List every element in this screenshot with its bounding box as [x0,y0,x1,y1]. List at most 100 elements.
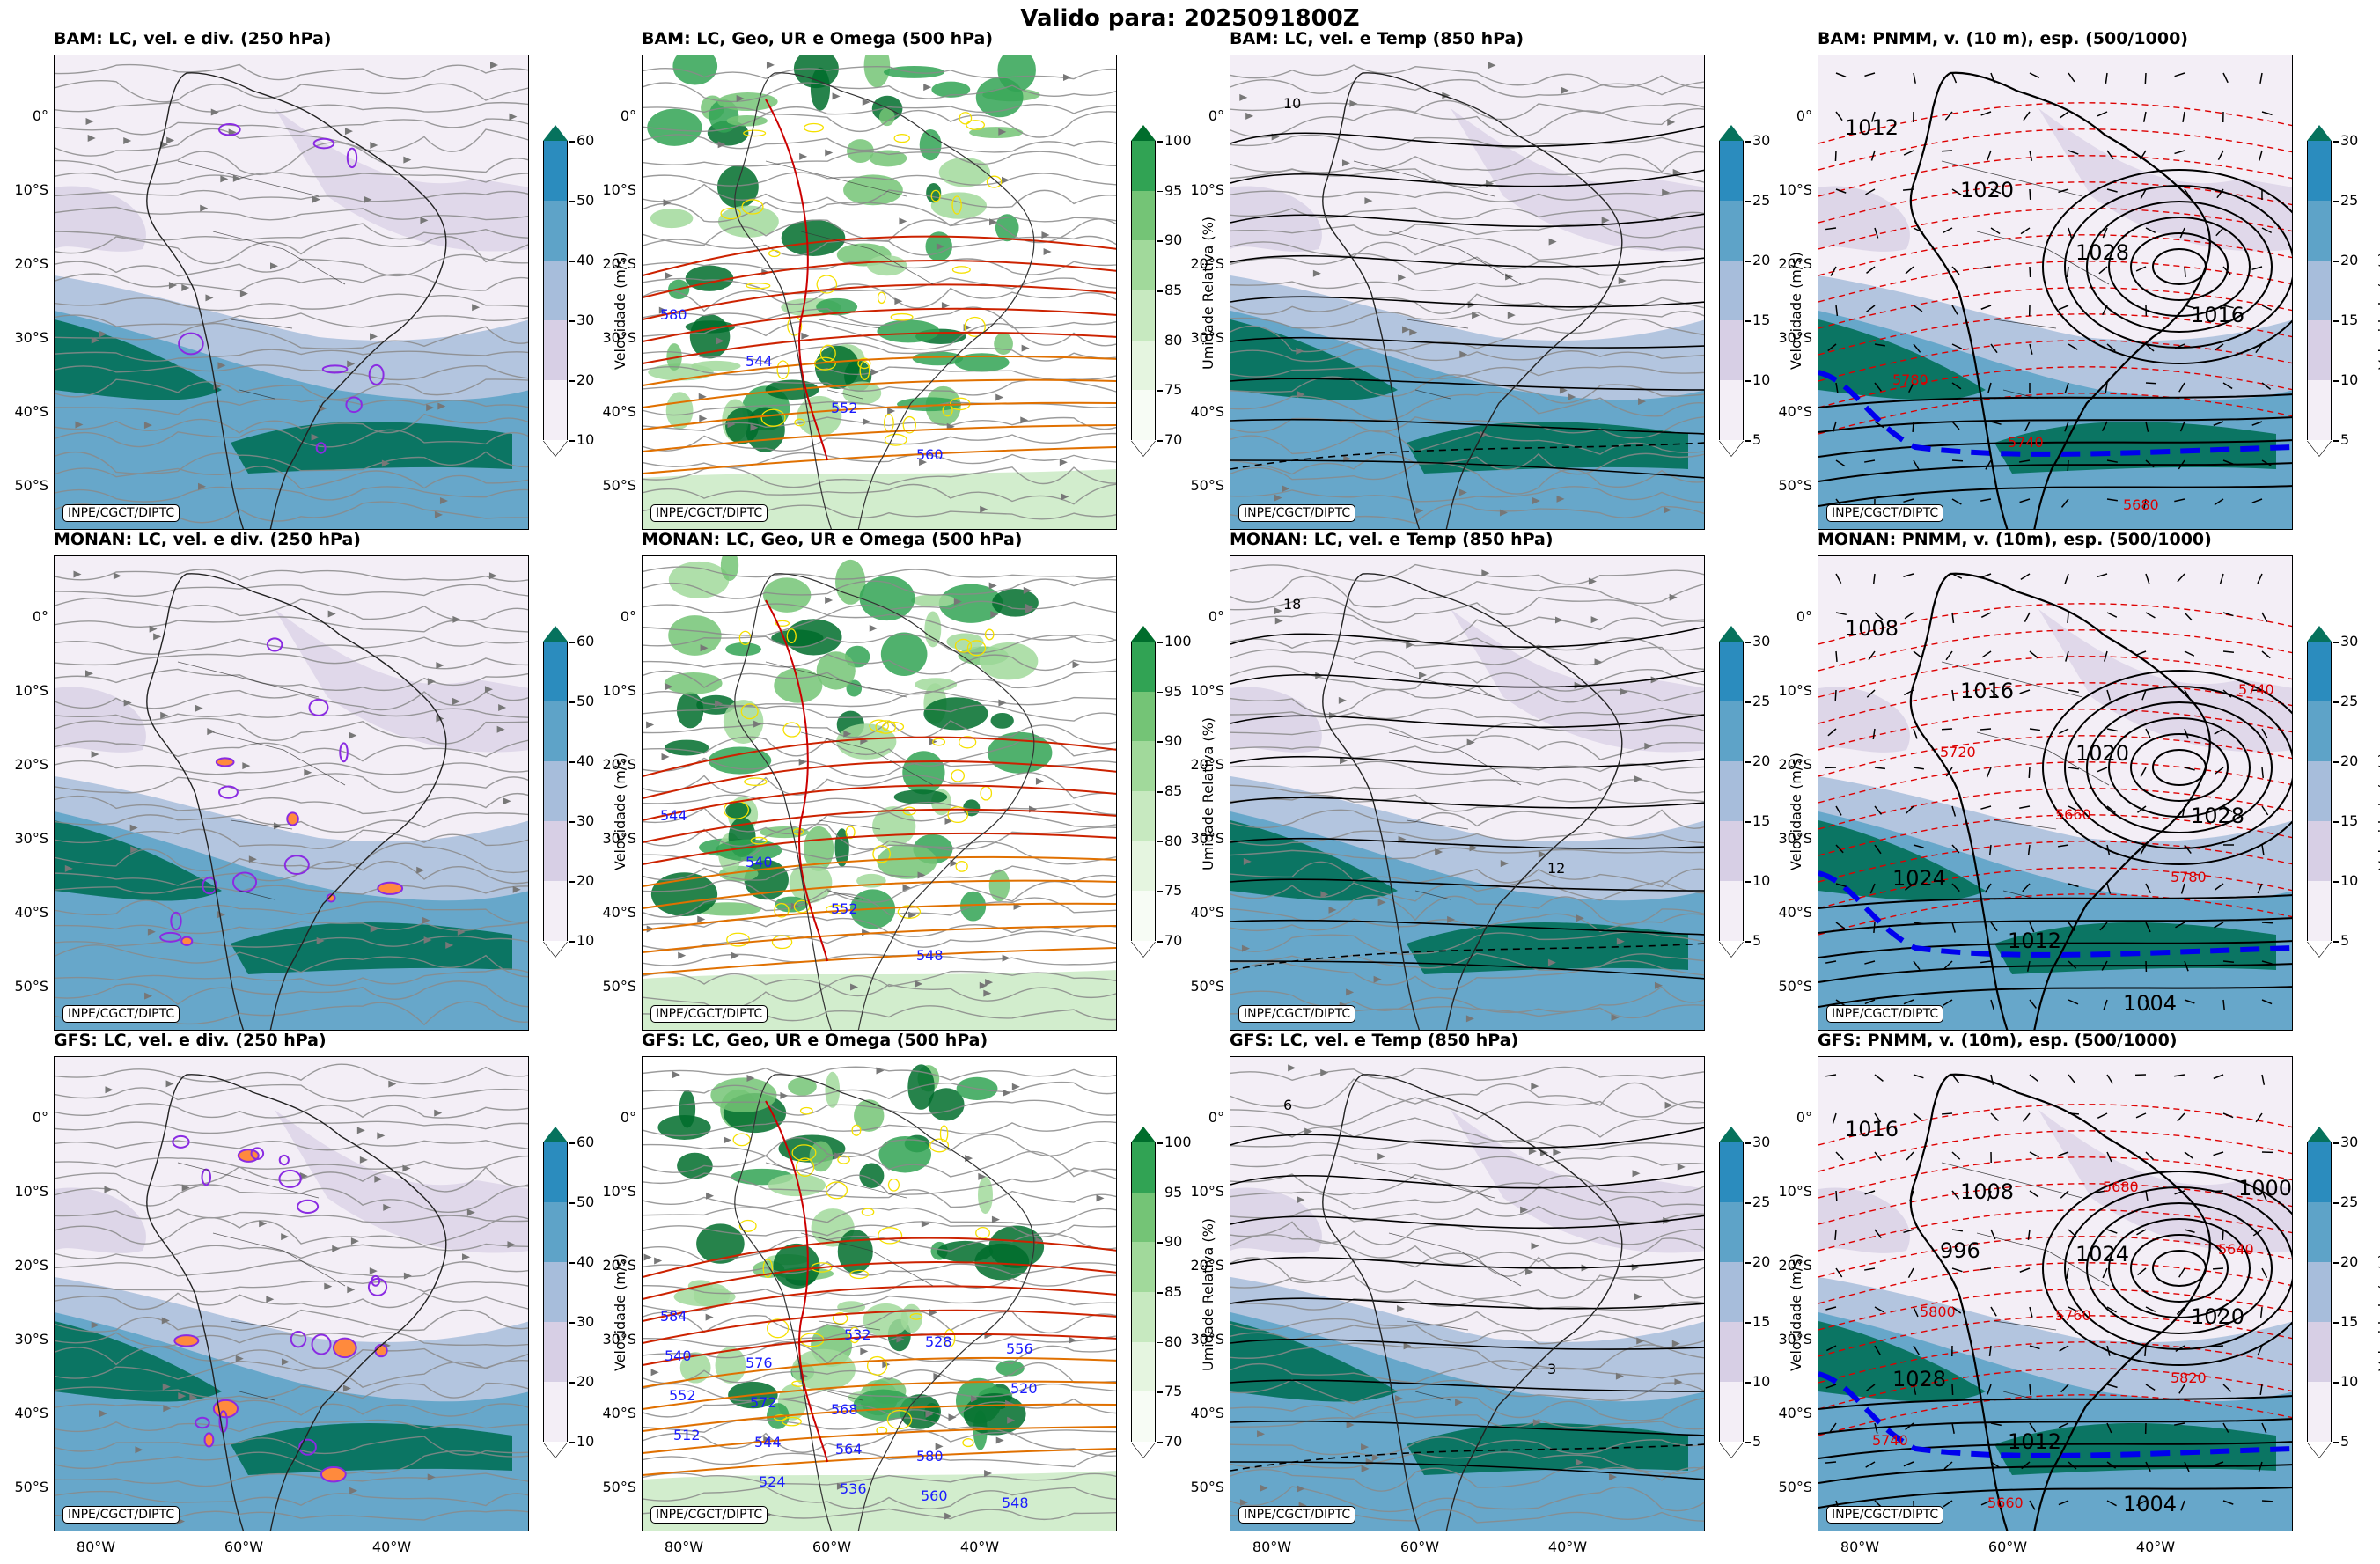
colorbar-tick: 20 [569,872,595,889]
colorbar-segment [543,1322,568,1382]
colorbar-segment [1719,821,1744,881]
map-panel-gfs-wind850[interactable]: 6 3 INPE/CGCT/DIPTC [1230,1056,1705,1531]
colorbar-tick: 30 [1745,633,1771,650]
colorbar-tick: 30 [2332,1134,2359,1150]
map-panel-monan-wind850[interactable]: 18 12 INPE/CGCT/DIPTC [1230,555,1705,1031]
colorbar-extend-min [2307,941,2332,957]
colorbar-tick: 10 [2332,371,2359,388]
colorbar-extend-max [2307,125,2332,141]
map-panel-gfs-rh500[interactable]: 584 576 568 580 548 540 572 564 560 556 552 544 536 5… [642,1056,1117,1531]
colorbar-tick: 50 [569,192,595,209]
geopotential-label: 560 [916,446,944,463]
south-america-coastline [146,573,447,1030]
temperature-label: 3 [1547,1361,1556,1377]
south-america-coastline [734,573,1035,1030]
map-panel-bam-pnmm[interactable]: 1012 1020 1028 1016 5780 5740 5680 INPE/CGCT/DI… [1818,55,2293,530]
colorbar-tick: 30 [1745,1134,1771,1150]
thickness-label: 5720 [1940,744,1976,760]
colorbar-segment [543,642,568,701]
colorbar-label: Velocidade (m/s) [2376,252,2380,370]
colorbar-tick: 5 [2332,932,2350,949]
wind-barbs [1825,72,2273,510]
pressure-label: 996 [1940,1238,1980,1263]
colorbar-segment [1131,190,1156,241]
colorbar-tick: 25 [1745,693,1771,709]
pressure-label: 1016 [1960,679,2014,703]
south-america-coastline [734,1074,1035,1531]
streamlines [55,569,528,1026]
latitude-label: 40°S [14,904,48,921]
colorbar-tick: 10 [1745,1373,1771,1390]
colorbar-segment [1131,340,1156,391]
south-america-coastline [146,1074,447,1531]
panel-title: BAM: LC, vel. e Temp (850 hPa) [1230,29,1524,48]
geopotential-label: 532 [844,1326,871,1343]
south-america-coastline [146,72,447,529]
panel-title: GFS: LC, Geo, UR e Omega (500 hPa) [642,1031,988,1050]
map-panel-gfs-pnmm[interactable]: 1016 1008 1024 1020 1028 1012 1004 1000 996 5760 5… [1818,1056,2293,1531]
colorbar-tick: 95 [1157,1183,1183,1201]
colorbar [1719,125,1744,456]
colorbar-segment [1719,881,1744,941]
streamlines [55,1063,528,1521]
colorbar-tick: 80 [1157,832,1183,849]
wind-arrows [1239,62,1681,517]
colorbar-segment [2307,701,2332,761]
longitude-label: 40°W [2135,1538,2176,1555]
map-panel-gfs-wind250[interactable]: INPE/CGCT/DIPTC [54,1056,529,1531]
wind-arrows [1239,1064,1686,1509]
map-panel-bam-wind250[interactable]: INPE/CGCT/DIPTC [54,55,529,530]
latitude-label: 50°S [602,477,636,494]
map-panel-bam-wind850[interactable]: 10 INPE/CGCT/DIPTC [1230,55,1705,530]
colorbar-segment [2307,1382,2332,1442]
map-panel-monan-rh500[interactable]: 544 540 552 548 INPE/CGCT/DIPTC [642,555,1117,1031]
colorbar-tick: 5 [2332,431,2350,448]
figure-title: Valido para: 2025091800Z [1020,5,1360,32]
temperature-contours [1230,626,1704,980]
thickness-label: 5820 [2171,1369,2207,1386]
latitude-label: 0° [1796,107,1812,124]
colorbar-tick: 75 [1157,882,1183,899]
colorbar-segment [543,1142,568,1202]
colorbar-tick: 85 [1157,1283,1183,1300]
colorbar-tick: 100 [1157,633,1192,650]
temperature-label: 12 [1547,860,1565,877]
credit-label: INPE/CGCT/DIPTC [650,504,768,522]
colorbar-segment [1719,1202,1744,1262]
colorbar-tick: 85 [1157,282,1183,298]
colorbar-extend-max [1719,626,1744,642]
longitude-label: 80°W [76,1538,116,1555]
map-panel-monan-wind250[interactable]: INPE/CGCT/DIPTC [54,555,529,1031]
map-panel-monan-pnmm[interactable]: 1008 1016 1020 1028 1024 1012 1004 5740 5720 5660… [1818,555,2293,1031]
colorbar [2307,125,2332,456]
latitude-label: 40°S [1778,403,1812,420]
south-america-coastline [1909,1073,2211,1531]
colorbar-segment [1131,141,1156,191]
colorbar-segment [1719,141,1744,201]
colorbar-label: Umidade Relativa (%) [1200,216,1216,370]
latitude-label: 10°S [1778,181,1812,198]
colorbar [1131,1127,1156,1458]
map-panel-bam-rh500[interactable]: 580 544 552 560 INPE/CGCT/DIPTC [642,55,1117,530]
geopotential-label: 524 [759,1473,786,1490]
latitude-label: 30°S [14,329,48,346]
credit-label: INPE/CGCT/DIPTC [1238,1005,1356,1023]
thickness-label: 5660 [1987,1494,2024,1511]
latitude-label: 0° [1796,608,1812,625]
colorbar-tick: 5 [2332,1433,2350,1450]
colorbar-extend-max [1719,125,1744,141]
omega-contours [732,1106,990,1448]
geopotential-label: 580 [916,1448,944,1465]
pressure-label: 1028 [2191,804,2244,828]
colorbar-segment [543,821,568,881]
latitude-label: 0° [32,1109,48,1126]
colorbar-segment [1719,642,1744,701]
colorbar-segment [543,380,568,440]
latitude-label: 20°S [14,1257,48,1274]
colorbar-segment [2307,320,2332,380]
latitude-label: 50°S [14,477,48,494]
colorbar-tick: 30 [2332,132,2359,149]
colorbar-extend-min [2307,1442,2332,1458]
colorbar-segment [1131,390,1156,440]
colorbar-segment [1131,691,1156,742]
